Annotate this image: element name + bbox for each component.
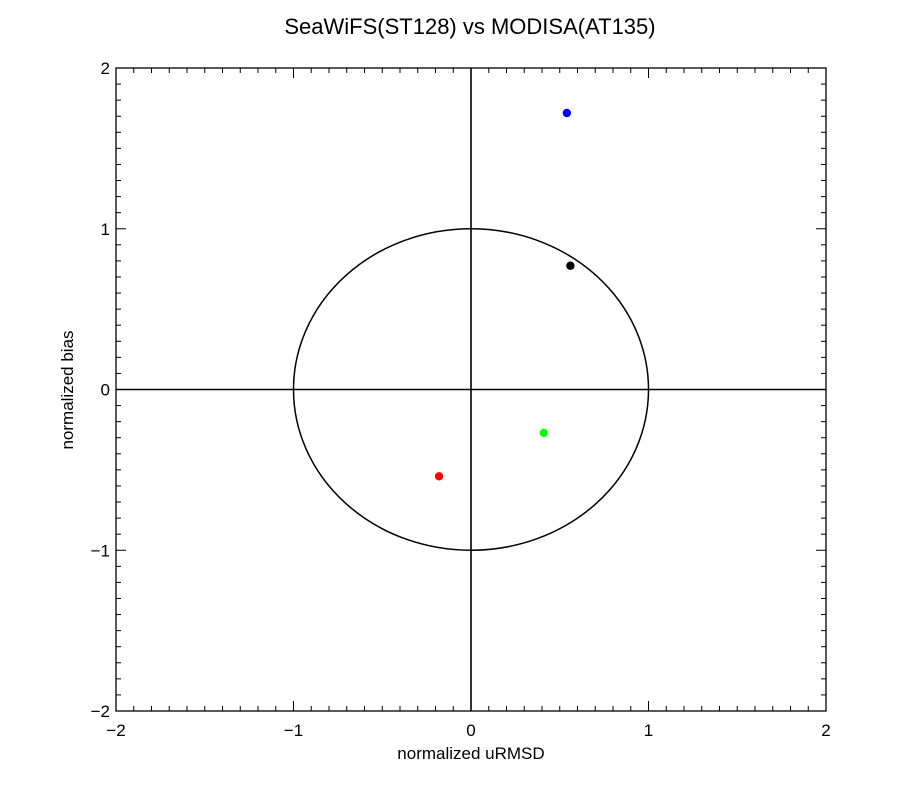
- x-tick-label: −1: [284, 721, 303, 740]
- y-tick-label: 0: [101, 381, 110, 400]
- y-axis-label: normalized bias: [58, 330, 77, 449]
- data-point: [539, 428, 548, 438]
- chart-title: SeaWiFS(ST128) vs MODISA(AT135): [284, 14, 655, 39]
- data-point: [434, 472, 444, 481]
- y-tick-label: −2: [91, 702, 110, 721]
- axis-tick-labels: −2 −1 0 1 2 −2 −1 0 1 2: [91, 59, 831, 740]
- y-tick-label: 1: [101, 220, 110, 239]
- y-tick-label: −1: [91, 541, 110, 560]
- x-tick-label: 1: [644, 721, 653, 740]
- x-tick-label: 0: [466, 721, 475, 740]
- reference-lines: [116, 68, 826, 711]
- plot-frame: [115, 67, 827, 712]
- x-tick-label: −2: [106, 721, 125, 740]
- y-tick-label: 2: [101, 59, 110, 78]
- data-point: [566, 261, 575, 270]
- data-points: [434, 108, 575, 481]
- x-axis-label: normalized uRMSD: [397, 744, 544, 763]
- unit-circle: [292, 228, 650, 551]
- x-tick-label: 2: [821, 721, 830, 740]
- data-point: [562, 108, 572, 118]
